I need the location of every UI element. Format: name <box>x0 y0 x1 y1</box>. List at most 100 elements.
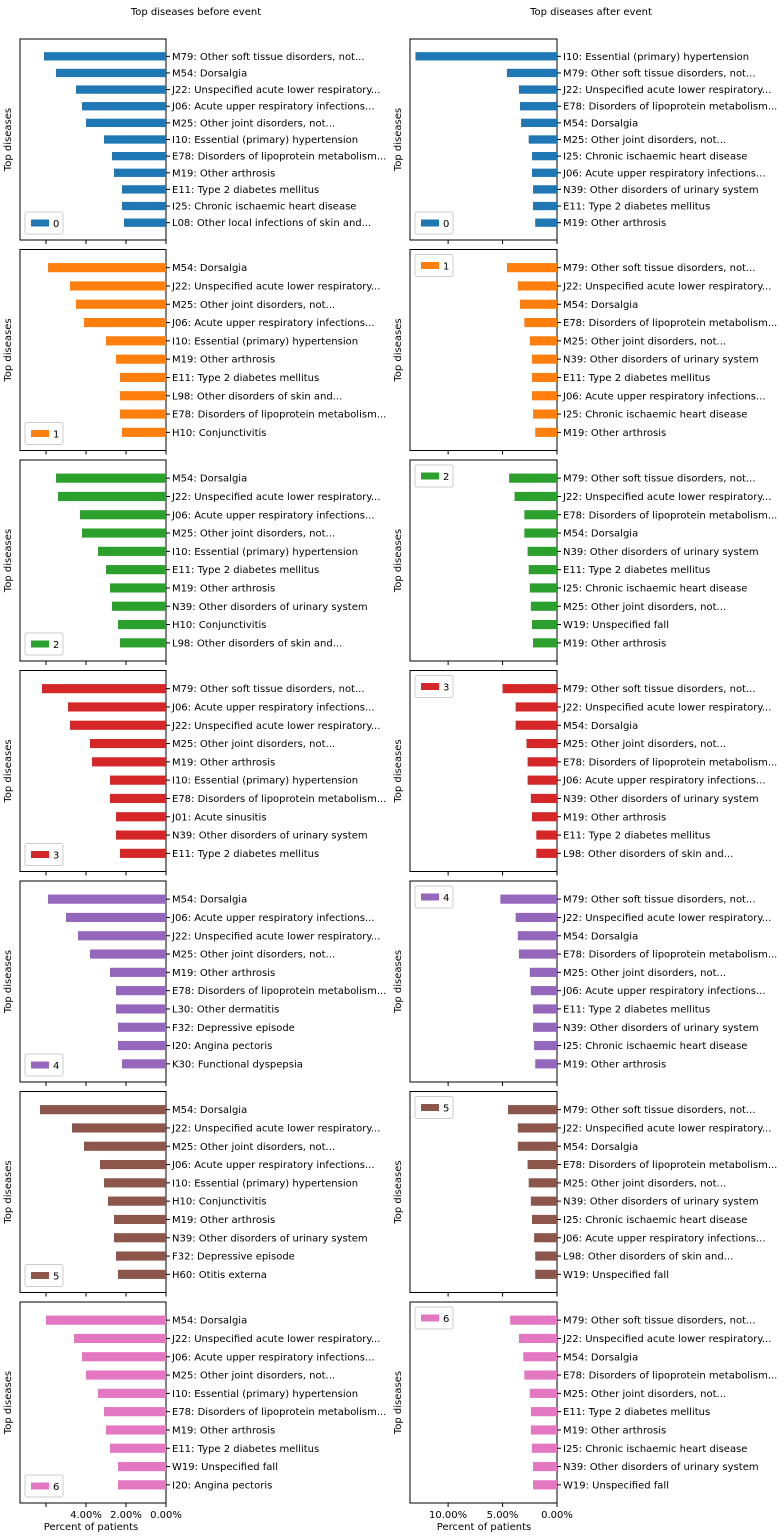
axes-frame <box>19 1301 167 1504</box>
category-label: M54: Dorsalgia <box>172 68 247 79</box>
legend-swatch <box>31 1061 49 1069</box>
category-label: J06: Acute upper respiratory infections.… <box>171 102 375 113</box>
category-label: M79: Other soft tissue disorders, not... <box>563 263 756 274</box>
bar <box>112 601 166 611</box>
bar <box>531 372 557 383</box>
panel-before-2: M54: Dorsalgia J22: Unspecified acute low… <box>3 459 380 665</box>
legend-label: 5 <box>53 1272 59 1283</box>
legend-swatch <box>421 472 439 480</box>
legend: 6 <box>24 1474 64 1498</box>
category-label: E78: Disorders of lipoprotein metabolism… <box>172 152 386 163</box>
bar <box>114 1233 166 1243</box>
bar <box>110 1443 166 1453</box>
category-label: E11: Type 2 diabetes mellitus <box>563 1407 710 1418</box>
category-label: M54: Dorsalgia <box>563 931 638 942</box>
bar <box>56 473 166 483</box>
bar <box>531 1214 557 1225</box>
category-label: W19: Unspecified fall <box>563 1270 669 1281</box>
category-label: J22: Unspecified acute lower respiratory… <box>171 1123 380 1134</box>
bar <box>120 391 166 401</box>
category-label: L98: Other disorders of skin and... <box>563 849 733 860</box>
category-label: M54: Dorsalgia <box>563 1142 638 1153</box>
bar <box>116 1251 166 1261</box>
category-label: M54: Dorsalgia <box>563 529 638 540</box>
bar <box>86 1370 166 1380</box>
category-label: N39: Other disorders of urinary system <box>563 794 759 805</box>
bar <box>116 812 166 822</box>
legend: 4 <box>24 1053 64 1077</box>
category-label: J06: Acute upper respiratory infections.… <box>562 1233 766 1244</box>
bar <box>528 565 557 575</box>
bar <box>90 738 166 749</box>
panel-before-1: M54: Dorsalgia J22: Unspecified acute low… <box>3 249 386 455</box>
bar <box>517 1141 557 1151</box>
category-label: M79: Other soft tissue disorders, not... <box>563 895 756 906</box>
category-label: H10: Conjunctivitis <box>172 1197 267 1208</box>
category-label: E11: Type 2 diabetes mellitus <box>172 373 319 384</box>
category-label: M25: Other joint disorders, not... <box>563 336 726 347</box>
bar <box>531 168 557 177</box>
bar <box>78 931 166 941</box>
bar <box>531 354 557 364</box>
category-label: M19: Other arthrosis <box>563 638 666 649</box>
bar <box>530 1196 557 1206</box>
bar <box>521 118 557 128</box>
axes-frame <box>19 459 167 662</box>
bar <box>527 775 557 785</box>
bar <box>108 1196 166 1206</box>
bar <box>68 702 166 712</box>
bar <box>118 1040 166 1051</box>
panel-after-1: M79: Other soft tissue disorders, not...… <box>393 249 777 455</box>
category-label: I25: Chronic ischaemic heart disease <box>172 202 356 213</box>
bar <box>42 684 166 694</box>
category-label: J22: Unspecified acute lower respiratory… <box>562 85 771 96</box>
category-label: E11: Type 2 diabetes mellitus <box>563 565 710 576</box>
category-label: J06: Acute upper respiratory infections.… <box>562 168 766 179</box>
category-label: I25: Chronic ischaemic heart disease <box>563 410 747 421</box>
category-label: M54: Dorsalgia <box>172 895 247 906</box>
bar <box>528 135 557 144</box>
x-tick-label: 5.00% <box>487 1510 519 1521</box>
bar <box>110 793 166 804</box>
bar <box>106 565 166 575</box>
bar <box>524 510 557 520</box>
category-label: I10: Essential (primary) hypertension <box>172 776 358 787</box>
y-axis-label: Top diseases <box>393 1371 404 1435</box>
category-label: M25: Other joint disorders, not... <box>563 1178 726 1189</box>
bar <box>533 1022 557 1032</box>
category-label: M25: Other joint disorders, not... <box>172 739 335 750</box>
bar <box>116 830 166 840</box>
bar <box>533 185 557 194</box>
bar <box>82 102 166 111</box>
bar <box>120 638 166 648</box>
y-axis-label: Top diseases <box>393 108 404 172</box>
bar <box>530 1407 557 1417</box>
category-label: M54: Dorsalgia <box>172 474 247 485</box>
bar <box>76 85 166 94</box>
bar <box>528 1178 557 1188</box>
category-label: E78: Disorders of lipoprotein metabolism… <box>172 1407 386 1418</box>
category-label: M79: Other soft tissue disorders, not... <box>172 52 365 63</box>
legend-swatch <box>421 893 439 901</box>
bar <box>122 201 166 211</box>
x-tick-label: 4.00% <box>70 1510 102 1521</box>
axes-frame <box>409 249 558 451</box>
y-axis-label: Top diseases <box>393 1160 404 1224</box>
category-label: E11: Type 2 diabetes mellitus <box>563 373 710 384</box>
category-label: M19: Other arthrosis <box>563 1425 666 1436</box>
bar <box>533 1480 557 1490</box>
bar <box>533 201 557 211</box>
category-label: N39: Other disorders of urinary system <box>172 831 368 842</box>
category-label: M79: Other soft tissue disorders, not... <box>563 474 756 485</box>
category-label: M79: Other soft tissue disorders, not... <box>563 68 756 79</box>
bar <box>120 372 166 383</box>
category-label: E11: Type 2 diabetes mellitus <box>563 202 710 213</box>
bar <box>529 583 557 593</box>
bar <box>80 510 166 520</box>
xlabel-after: Percent of patients <box>437 1522 531 1533</box>
axes-frame <box>409 459 558 662</box>
bar <box>82 1352 166 1362</box>
bar <box>524 317 557 328</box>
bar <box>530 1425 557 1435</box>
bar <box>84 1141 166 1151</box>
